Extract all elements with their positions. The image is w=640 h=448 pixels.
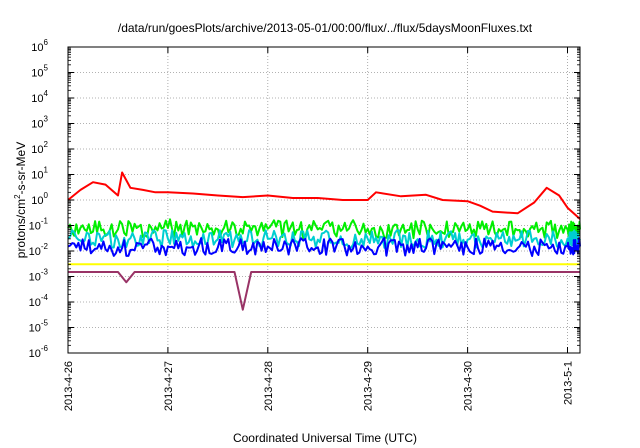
x-tick-label: 2013-4-27: [163, 361, 175, 411]
x-tick-label: 2013-4-30: [463, 361, 475, 411]
y-axis-label: protons/cm2-s-sr-MeV: [13, 142, 28, 258]
y-tick-labels: 10-6 10-5 10-4 10-3 10-2 10-1 100 101 102 103 104 1…: [29, 38, 49, 360]
y-tick-label: 103: [31, 115, 48, 131]
x-tick-label: 2013-4-29: [363, 361, 375, 411]
y-tick-label: 104: [31, 89, 48, 105]
y-tick-label: 106: [31, 38, 48, 54]
y-tick-label: 10-6: [29, 344, 49, 360]
series-line: [67, 171, 581, 220]
y-tick-label: 10-5: [29, 319, 49, 335]
series-line: [67, 229, 581, 250]
series-line: [67, 236, 581, 257]
x-tick-label: 2013-5-1: [563, 361, 575, 405]
x-axis-label: Coordinated Universal Time (UTC): [233, 431, 417, 445]
chart-title: /data/run/goesPlots/archive/2013-05-01/0…: [118, 21, 533, 35]
y-axis-label-post: -s-sr-MeV: [14, 142, 28, 195]
series-group: [67, 171, 581, 311]
y-tick-label: 10-3: [29, 268, 49, 284]
y-tick-label: 10-1: [29, 217, 49, 233]
y-axis-label-pre: protons/cm: [14, 199, 28, 258]
axis-ticks: [67, 46, 580, 354]
y-tick-label: 100: [31, 191, 48, 207]
y-tick-label: 105: [31, 64, 48, 80]
series-line: [68, 271, 580, 311]
y-tick-label: 102: [31, 140, 48, 156]
y-axis-label-sup: 2: [13, 194, 22, 199]
x-tick-labels: 2013-4-26 2013-4-27 2013-4-28 2013-4-29 2013…: [63, 361, 575, 411]
y-tick-label: 10-4: [29, 293, 49, 309]
y-tick-label: 10-2: [29, 242, 49, 258]
series-line: [67, 218, 581, 240]
x-tick-label: 2013-4-26: [63, 361, 75, 411]
y-tick-label: 101: [31, 166, 48, 182]
grid: [68, 47, 580, 353]
x-tick-label: 2013-4-28: [263, 361, 275, 411]
